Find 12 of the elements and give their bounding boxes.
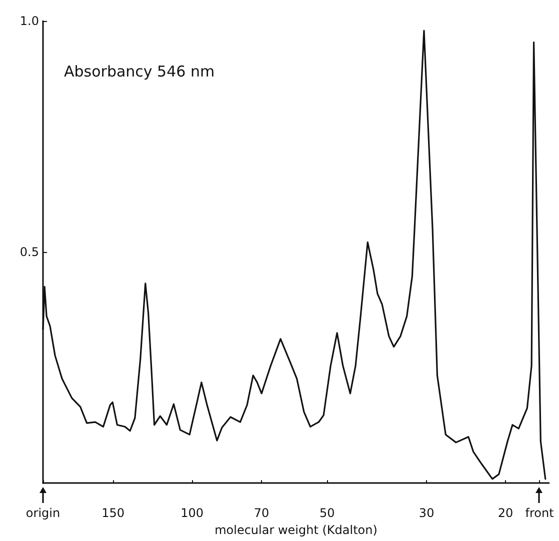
x-axis-title: molecular weight (Kdalton): [214, 523, 378, 537]
x-tick-label: 20: [498, 506, 514, 520]
y-tick-label: 0.5: [20, 245, 39, 260]
x-tick-label: 30: [418, 506, 434, 520]
annotation: Absorbancy 546 nm: [64, 62, 215, 80]
y-tick-label: 1.0: [20, 14, 39, 28]
x-tick-label: 150: [102, 506, 125, 520]
x-tick-label: front: [525, 506, 554, 520]
x-tick-label: 50: [319, 506, 335, 520]
x-tick-label: 70: [254, 506, 270, 520]
x-tick-label: origin: [26, 506, 60, 520]
x-tick-label: 100: [180, 506, 204, 520]
